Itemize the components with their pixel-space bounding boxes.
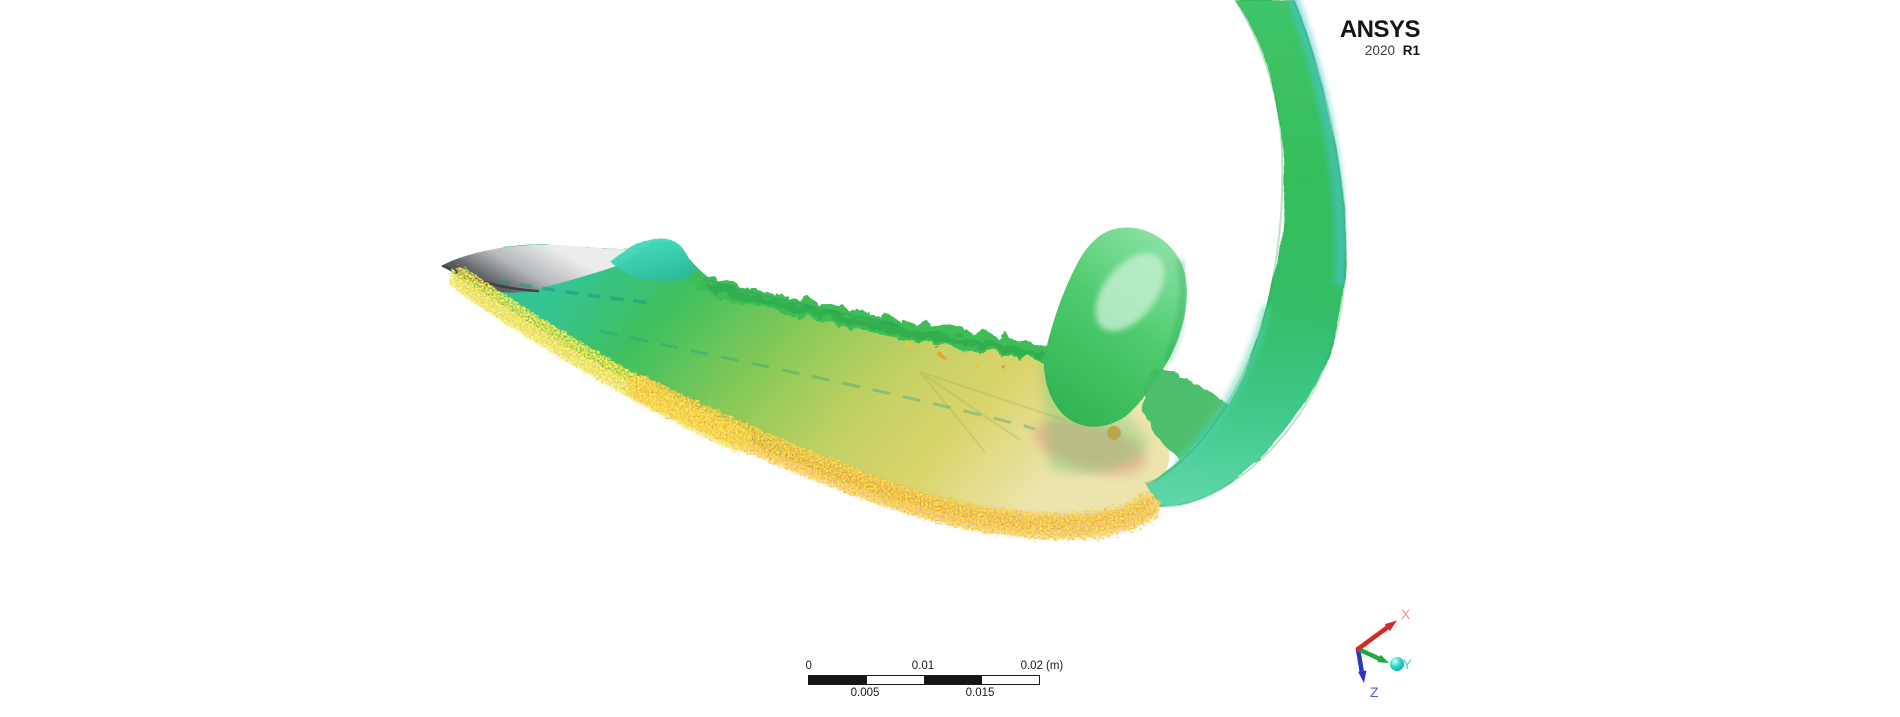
ansys-version-year: 2020 <box>1364 43 1395 58</box>
ruler-tick-002: 0.02 <box>1020 660 1043 672</box>
x-axis-label: X <box>1401 606 1411 622</box>
teal-streak-2 <box>599 329 1036 431</box>
top-edge-shade <box>702 277 899 327</box>
y-axis-arrowhead <box>1377 654 1389 663</box>
tip-vortex-cyan-highlight <box>1288 0 1348 286</box>
z-axis-arrow <box>1355 646 1365 676</box>
ruler-segment-black-1 <box>809 676 866 684</box>
scale-ruler: 0 0.01 0.02 (m) 0.005 0.015 <box>805 660 1076 704</box>
ruler-segment-white-2 <box>981 676 1039 684</box>
ruler-tick-0: 0 <box>805 660 812 672</box>
blade-cavitation-surface <box>443 241 1171 528</box>
ruler-bar <box>808 675 1040 685</box>
ruler-tick-0005: 0.005 <box>850 687 880 699</box>
y-axis-label: Y <box>1403 656 1413 672</box>
ansys-version-release: R1 <box>1402 43 1420 58</box>
x-axis-arrow <box>1355 624 1391 652</box>
ruler-tick-0015: 0.015 <box>965 687 995 699</box>
ruler-segment-white-1 <box>866 676 924 684</box>
orientation-triad[interactable]: X Y Z <box>1330 585 1440 715</box>
tip-vortex-teal-highlight <box>1175 305 1271 466</box>
ruler-unit-label: (m) <box>1046 660 1064 672</box>
cavity-lobe-highlight <box>1095 253 1165 331</box>
surface-fan-lines <box>919 371 1066 453</box>
cavity-lobe-shade <box>1162 258 1188 364</box>
tip-vortex-edge-line <box>1144 0 1347 508</box>
speckle-band-right <box>627 375 1161 540</box>
y-axis-sphere <box>1390 657 1404 671</box>
ansys-version-line: 2020 R1 <box>1328 44 1420 58</box>
cavity-closure-ridge <box>691 272 1055 371</box>
x-axis-arrowhead <box>1384 620 1397 632</box>
cavitation-speckle-band <box>450 268 1161 540</box>
tip-vortex-arc <box>1146 0 1346 507</box>
teal-streak-1 <box>496 279 653 305</box>
ansys-brand-text: ANSYS <box>1339 16 1421 43</box>
ruler-tick-001: 0.01 <box>911 660 935 672</box>
ansys-logo: ANSYS 2020 R1 <box>1328 16 1421 58</box>
z-axis-label: Z <box>1370 684 1379 700</box>
y-axis-arrow <box>1355 646 1384 662</box>
cavity-wave-crest <box>612 238 703 282</box>
z-axis-arrowhead <box>1358 670 1367 683</box>
ruler-segment-black-2 <box>924 676 981 684</box>
leading-edge-gray <box>443 244 642 293</box>
